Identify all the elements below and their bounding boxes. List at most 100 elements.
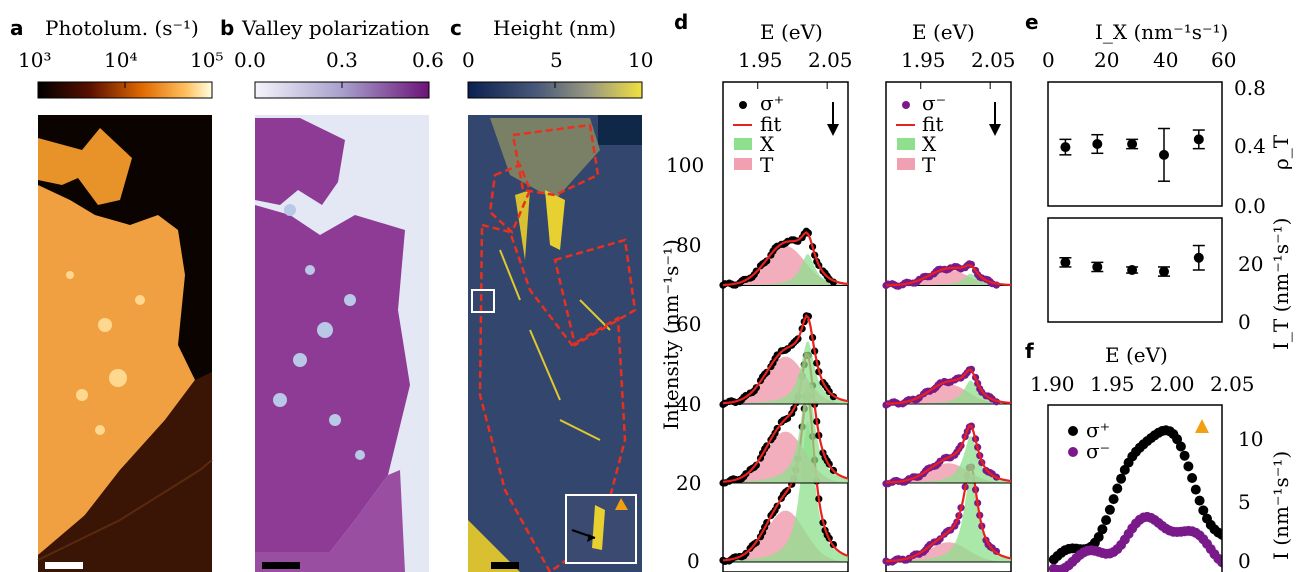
panel-f-xtick-3: 2.05: [1210, 372, 1255, 396]
panel-f-xtick-1: 1.95: [1090, 372, 1135, 396]
panel-d-left-frame: [722, 81, 849, 572]
panel-b-image: [255, 115, 429, 572]
legend-t: T: [760, 153, 774, 177]
panel-e-xtick-0: 0: [1042, 48, 1055, 72]
panel-a-letter: a: [10, 16, 24, 40]
panel-d-right-exciton-area-1: [886, 435, 1011, 483]
legend-x-swatch: [734, 138, 752, 150]
panel-e-top-point-4: [1193, 134, 1204, 145]
panel-f-minus-point-45: [1217, 557, 1222, 568]
panel-f-ytick-0: 0: [1238, 549, 1251, 572]
panel-d-right-fit-curve-3: [886, 263, 1012, 287]
panel-e-xtick-1: 20: [1094, 48, 1119, 72]
panel-e-top-ylabel: ρ_T: [1269, 134, 1293, 170]
panel-f-plus-point-12: [1093, 532, 1104, 542]
panel-f-plus-point-13: [1097, 524, 1108, 535]
panel-a-tick-2: 10⁵: [190, 48, 223, 72]
panel-b-tick-2: 0.6: [412, 48, 444, 72]
panel-e-top-point-1: [1092, 139, 1103, 149]
panel-f-plus-point-15: [1104, 504, 1115, 515]
panel-e-bottom-point-0: [1060, 257, 1071, 268]
panel-f-letter: f: [1025, 339, 1034, 363]
panel-e-top-point-0: [1060, 142, 1071, 153]
panel-d-left-fit-curve-3: [722, 231, 849, 287]
panel-f-legend-plus: σ⁺: [1086, 418, 1110, 442]
panel-c-tick-0: 0: [462, 48, 475, 72]
panel-b-title: Valley polarization: [241, 16, 430, 40]
panel-d-left-exciton-area-0: [723, 420, 848, 562]
panel-d-left-legend: σ⁺ fit X T: [733, 91, 784, 177]
panel-a-image: [37, 115, 213, 572]
panel-c-image: [468, 115, 642, 572]
panel-c-letter: c: [450, 16, 462, 40]
legend-sigma-plus-marker: [739, 101, 747, 109]
panel-d-ytick-0: 0: [687, 549, 700, 572]
legend-x-swatch-right: [897, 138, 915, 150]
panel-d-right-exciton-area-3: [886, 273, 1011, 286]
panel-d-ytick-1: 20: [676, 471, 701, 495]
panel-d-ytick-2: 40: [676, 392, 701, 416]
panel-b-letter: b: [220, 16, 234, 40]
panel-f-legend-minus-marker: [1068, 447, 1078, 457]
panel-d-right-data-point-2-33: [967, 365, 976, 373]
panel-a-tick-0: 10³: [18, 48, 51, 72]
panel-d-letter: d: [674, 10, 688, 34]
panel-d-right-exciton-area-2: [886, 380, 1011, 404]
panel-f-plus-point-36: [1183, 461, 1194, 472]
panel-f-plus-point-14: [1101, 515, 1112, 526]
panel-f-points: [1048, 425, 1222, 572]
panel-f-plus-point-16: [1108, 494, 1119, 505]
panel-d-ytick-3: 60: [676, 312, 701, 336]
panel-f-plus-point-45: [1217, 529, 1222, 540]
panel-f-frame: [1047, 404, 1223, 572]
panel-f-plus-point-38: [1190, 484, 1201, 495]
panel-b-tick-0: 0.0: [234, 48, 266, 72]
panel-e-bottom-frame: [1047, 217, 1223, 323]
panel-f-xtick-0: 1.90: [1030, 372, 1075, 396]
panel-e-top-frame: [1047, 81, 1223, 207]
panel-e-xtick-2: 40: [1153, 48, 1178, 72]
panel-f-xlabel: E (eV): [1105, 343, 1168, 367]
panel-f-plus-point-40: [1198, 505, 1209, 516]
panel-e-xlabel: I_X (nm⁻¹s⁻¹): [1095, 20, 1228, 44]
panel-d-left-top-tick-0: 1.95: [738, 48, 783, 72]
panel-d-right-fit-curve-0: [885, 464, 1012, 563]
panel-e-bottom-point-1: [1092, 261, 1103, 272]
legend-sigma-minus: σ⁻: [922, 91, 946, 115]
panel-d-right-fit-curve-2: [885, 368, 1012, 405]
legend-t-right: T: [922, 153, 936, 177]
panel-f-xtick-2: 2.00: [1150, 372, 1195, 396]
panel-d-left-top-tick-1: 2.05: [808, 48, 853, 72]
panel-d-right-top-label: E (eV): [912, 20, 975, 44]
panel-d-left-fit-curve-2: [722, 313, 849, 405]
legend-fit-right: fit: [922, 112, 943, 136]
panel-d-right-plot: [882, 81, 1012, 572]
legend-x-right: X: [922, 132, 937, 156]
panel-d-yticks: 0 20 40 60 80 100: [666, 153, 704, 572]
panel-d-right-exciton-area-0: [886, 475, 1011, 562]
panel-d-left-exciton-area-3: [723, 254, 848, 286]
panel-d-left-exciton-area-1: [723, 381, 848, 483]
panel-f-plus-point-34: [1175, 441, 1186, 452]
panel-f-plus-point-35: [1179, 450, 1190, 461]
panel-e-top-points: [1059, 127, 1205, 182]
panel-f-plus-point-18: [1116, 473, 1127, 484]
panel-e-xtick-3: 60: [1211, 48, 1236, 72]
panel-d-ytick-5: 100: [666, 153, 704, 177]
panel-b-tick-1: 0.3: [326, 48, 358, 72]
panel-e-bottom-ytick-1: 20: [1238, 252, 1263, 276]
panel-e-bottom-point-3: [1159, 266, 1169, 277]
panel-f-plus-point-17: [1112, 483, 1123, 494]
panel-d-right-fit-curve-1: [886, 424, 1012, 484]
panel-d-left-top-label: E (eV): [760, 20, 823, 44]
panel-d-left-exciton-area-2: [723, 341, 848, 404]
panel-e-top-point-3: [1159, 149, 1169, 160]
panel-d-right-frame: [885, 81, 1012, 572]
panel-f-legend-plus-marker: [1068, 426, 1078, 436]
panel-a-tick-1: 10⁴: [104, 48, 137, 72]
panel-d-ytick-4: 80: [676, 233, 701, 257]
panel-d-ylabel: Intensity (nm⁻¹s⁻¹): [659, 239, 683, 430]
panel-d-left-fit-curve-1: [722, 352, 849, 483]
panel-f-ylabel: I (nm⁻¹s⁻¹): [1269, 451, 1293, 560]
